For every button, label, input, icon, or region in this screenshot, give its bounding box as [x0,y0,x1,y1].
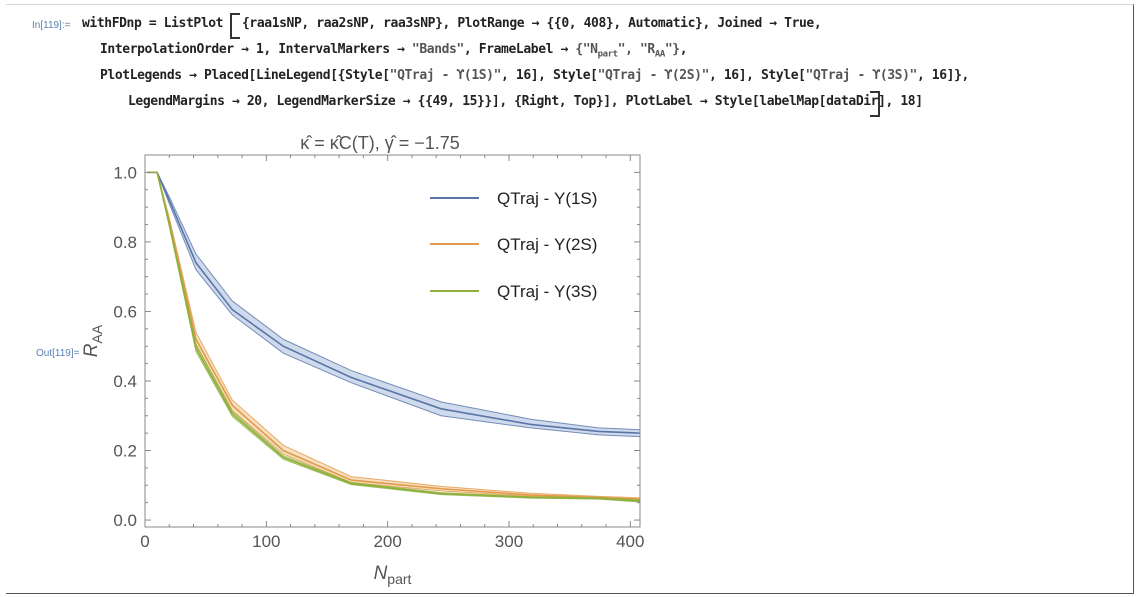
y-tick-label: 0.8 [113,233,137,252]
code-text: InterpolationOrder → 1, IntervalMarkers … [100,42,412,57]
code-text: {raa1sNP, raa2sNP, raa3sNP}, PlotRange →… [242,16,822,31]
x-axis: 0 100 200 300 400 [140,155,644,551]
code-line-2[interactable]: InterpolationOrder → 1, IntervalMarkers … [100,42,688,60]
code-text: , 16], Style[ [709,68,806,83]
plot-frame [144,154,641,528]
x-tick-label: 200 [373,532,401,551]
code-text: , [679,42,688,57]
open-bracket-icon [230,13,240,39]
y-axis-label: RAA [81,324,105,357]
x-axis-label: Npart [374,563,412,587]
band-lower-edge-2 [147,171,641,501]
band-lower-edge-3 [147,171,641,503]
x-tick-label: 300 [495,532,523,551]
series-lines [147,171,641,503]
series-bands [147,172,641,502]
code-string: "Bands" [411,42,464,57]
code-text: , FrameLabel → [463,42,576,57]
y-tick-label: 0.2 [113,442,137,461]
code-text: PlotLegends → Placed[LineLegend[{Style[ [100,68,390,83]
line-series-2 [147,171,641,500]
y-tick-label: 0.0 [113,511,137,530]
band-upper-edge-2 [147,171,641,499]
code-text: withFDnp = ListPlot [82,16,224,31]
code-string: {"N [575,42,598,57]
x-axis-title: Npart [374,563,412,587]
code-subscript: AA [654,49,665,60]
y-axis: 0.0 0.2 0.4 0.6 0.8 1.0 [113,163,640,530]
code-string: ", "R [617,42,656,57]
close-bracket-icon [870,91,880,117]
code-text: , 16]}, [916,68,969,83]
x-tick-label: 400 [616,532,644,551]
code-line-1b[interactable]: {raa1sNP, raa2sNP, raa3sNP}, PlotRange →… [242,16,822,31]
code-line-4[interactable]: LegendMargins → 20, LegendMarkerSize → {… [128,94,923,109]
band-upper-edge-3 [147,171,641,501]
code-line-1[interactable]: withFDnp = ListPlot [82,16,224,31]
legend: QTraj - Υ(1S) QTraj - Υ(2S) QTraj - Υ(3S) [430,189,597,301]
code-line-3[interactable]: PlotLegends → Placed[LineLegend[{Style["… [100,68,969,83]
y-tick-label: 1.0 [113,163,137,182]
input-cell-label: In[119]:= [32,20,71,31]
legend-label-2: QTraj - Υ(2S) [497,235,597,254]
code-string: "QTraj - ϒ(2S)" [597,68,710,83]
code-text: LegendMargins → 20, LegendMarkerSize → {… [128,94,923,109]
band-upper-edge-1 [147,171,641,431]
x-tick-label: 0 [140,532,149,551]
band-lower-edge-1 [147,171,641,438]
legend-label-1: QTraj - Υ(1S) [497,189,597,208]
x-tick-label: 100 [252,532,280,551]
band-series-3 [147,172,641,502]
band-series-2 [147,172,641,501]
code-string: "QTraj - ϒ(3S)" [805,68,918,83]
chart-title: κ̂ = κ̂C(T), γ̂ = −1.75 [300,133,460,153]
cell-frame [6,4,1134,594]
y-tick-label: 0.6 [113,302,137,321]
line-series-3 [147,171,641,502]
code-string: "} [664,42,680,57]
code-text: , 16], Style[ [501,68,598,83]
code-string: "QTraj - ϒ(1S)" [389,68,502,83]
legend-label-3: QTraj - Υ(3S) [497,282,597,301]
line-series-1 [147,171,641,434]
y-tick-label: 0.4 [113,372,137,391]
output-cell-label: Out[119]= [36,348,80,359]
y-axis-title: RAA [81,324,105,357]
code-subscript: part [597,49,618,60]
